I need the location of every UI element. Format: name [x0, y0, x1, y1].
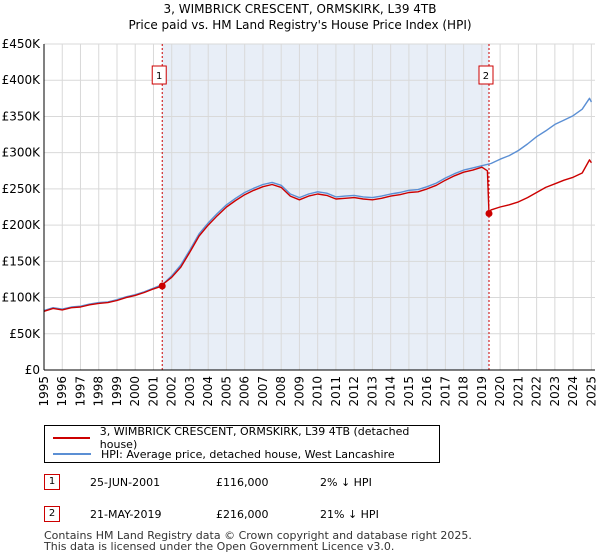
chart-title: 3, WIMBRICK CRESCENT, ORMSKIRK, L39 4TB — [164, 2, 437, 16]
x-tick-label: 2014 — [384, 376, 398, 407]
legend-swatch-red — [53, 437, 90, 439]
x-tick-label: 2021 — [511, 376, 525, 407]
x-tick-label: 2011 — [329, 376, 343, 407]
sale-row: 2 21-MAY-2019 £216,000 21% ↓ HPI — [44, 506, 424, 524]
footer-attribution: Contains HM Land Registry data © Crown c… — [44, 530, 472, 552]
x-tick-label: 2006 — [238, 376, 252, 407]
sale-price: £216,000 — [216, 508, 269, 521]
footer-line-1: Contains HM Land Registry data © Crown c… — [44, 529, 472, 542]
sale-date: 25-JUN-2001 — [90, 476, 161, 489]
x-tick-label: 2009 — [292, 376, 306, 407]
sale-date: 21-MAY-2019 — [90, 508, 162, 521]
x-tick-label: 1997 — [73, 376, 87, 407]
sale-marker-label: 1 — [156, 71, 162, 82]
x-tick-label: 2015 — [402, 376, 416, 407]
y-tick-label: £0 — [25, 363, 40, 377]
sale-marker-box — [478, 65, 494, 85]
x-tick-label: 2024 — [566, 376, 580, 407]
x-tick-label: 2017 — [438, 376, 452, 407]
sale-badge: 2 — [44, 506, 60, 522]
x-tick-label: 2004 — [201, 376, 215, 407]
x-tick-label: 1995 — [37, 376, 51, 407]
x-tick-label: 2008 — [274, 376, 288, 407]
y-tick-label: £300K — [2, 146, 42, 160]
x-tick-label: 2022 — [530, 376, 544, 407]
chart-subtitle: Price paid vs. HM Land Registry's House … — [128, 18, 471, 32]
y-tick-label: £50K — [9, 327, 41, 341]
x-tick-label: 2025 — [584, 376, 598, 407]
x-tick-label: 2000 — [128, 376, 142, 407]
x-tick-label: 2020 — [493, 376, 507, 407]
x-tick-label: 2003 — [183, 376, 197, 407]
x-tick-label: 2010 — [311, 376, 325, 407]
price-chart: 3, WIMBRICK CRESCENT, ORMSKIRK, L39 4TB … — [2, 2, 599, 407]
legend: 3, WIMBRICK CRESCENT, ORMSKIRK, L39 4TB … — [44, 425, 440, 463]
sale-price: £116,000 — [216, 476, 269, 489]
sale-hpi-diff: 2% ↓ HPI — [320, 476, 372, 489]
y-tick-label: £450K — [2, 37, 42, 51]
y-tick-label: £250K — [2, 182, 42, 196]
y-tick-label: £200K — [2, 218, 42, 232]
sale-badge: 1 — [44, 474, 60, 490]
x-tick-label: 1999 — [110, 376, 124, 407]
x-tick-label: 2016 — [420, 376, 434, 407]
legend-swatch-blue — [53, 453, 91, 455]
x-tick-label: 1996 — [55, 376, 69, 407]
legend-label-hpi: HPI: Average price, detached house, West… — [101, 447, 395, 461]
x-tick-label: 1998 — [92, 376, 106, 407]
x-tick-label: 2013 — [365, 376, 379, 407]
property-price-line — [43, 159, 592, 312]
sale-marker-box — [151, 65, 167, 85]
x-tick-label: 2018 — [457, 376, 471, 407]
y-tick-label: £400K — [2, 73, 42, 87]
legend-item-property: 3, WIMBRICK CRESCENT, ORMSKIRK, L39 4TB … — [53, 425, 439, 451]
sale-marker-label: 2 — [483, 71, 489, 82]
legend-label-property: 3, WIMBRICK CRESCENT, ORMSKIRK, L39 4TB … — [99, 425, 410, 451]
sale-point — [158, 282, 166, 290]
sale-hpi-diff: 21% ↓ HPI — [320, 508, 379, 521]
y-tick-label: £100K — [2, 291, 42, 305]
sale-point — [485, 210, 493, 218]
y-tick-label: £350K — [2, 109, 42, 123]
x-tick-label: 2002 — [165, 376, 179, 407]
x-tick-label: 2001 — [146, 376, 160, 407]
sale-row: 1 25-JUN-2001 £116,000 2% ↓ HPI — [44, 474, 424, 492]
shaded-ownership-period — [162, 44, 489, 370]
x-tick-label: 2012 — [347, 376, 361, 407]
x-tick-label: 2007 — [256, 376, 270, 407]
y-tick-label: £150K — [2, 254, 42, 268]
x-tick-label: 2005 — [219, 376, 233, 407]
x-tick-label: 2023 — [548, 376, 562, 407]
x-tick-label: 2019 — [475, 376, 489, 407]
legend-item-hpi: HPI: Average price, detached house, West… — [53, 446, 395, 462]
footer-line-2: This data is licensed under the Open Gov… — [44, 540, 395, 553]
